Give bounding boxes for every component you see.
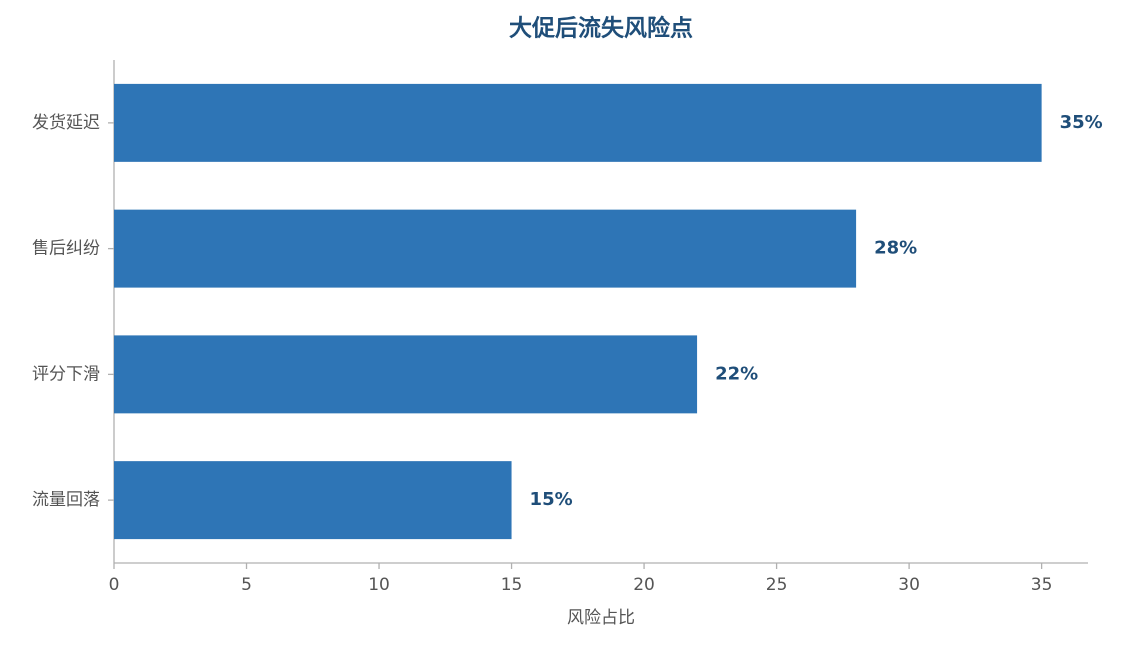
y-tick-label: 评分下滑	[32, 364, 100, 384]
x-axis-label: 风险占比	[567, 608, 635, 628]
y-tick-label: 流量回落	[32, 490, 100, 510]
x-tick-label: 30	[898, 575, 920, 595]
value-label: 15%	[530, 489, 573, 510]
bar	[114, 335, 698, 414]
bar	[114, 209, 857, 288]
bar	[114, 83, 1042, 162]
value-label: 35%	[1060, 112, 1103, 133]
x-tick-label: 0	[109, 575, 120, 595]
value-label: 22%	[715, 363, 758, 384]
x-tick-label: 20	[633, 575, 655, 595]
bar	[114, 461, 512, 540]
x-tick-label: 15	[501, 575, 523, 595]
x-tick-label: 5	[241, 575, 252, 595]
x-tick-label: 25	[766, 575, 788, 595]
y-tick-label: 发货延迟	[32, 113, 100, 133]
x-tick-label: 35	[1031, 575, 1053, 595]
chart-title: 大促后流失风险点	[509, 15, 693, 42]
x-tick-label: 10	[368, 575, 390, 595]
value-label: 28%	[874, 238, 917, 259]
y-tick-label: 售后纠纷	[32, 239, 100, 259]
